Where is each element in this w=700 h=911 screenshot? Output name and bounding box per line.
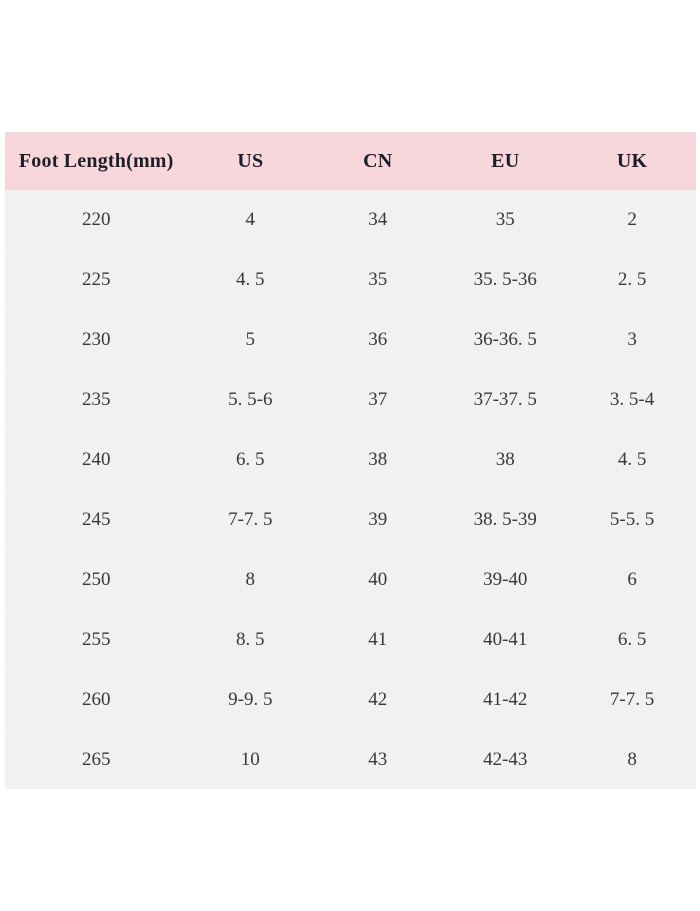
table-cell: 250	[5, 549, 188, 610]
table-cell: 6	[568, 549, 696, 610]
table-cell: 41-42	[442, 669, 569, 730]
table-cell: 4	[187, 190, 314, 250]
table-cell: 38. 5-39	[442, 489, 569, 550]
table-cell: 230	[5, 309, 188, 370]
table-cell: 7-7. 5	[187, 489, 314, 550]
table-row: 255 8. 5 41 40-41 6. 5	[5, 609, 696, 670]
table-cell: 6. 5	[568, 609, 696, 670]
table-row: 245 7-7. 5 39 38. 5-39 5-5. 5	[5, 489, 696, 550]
table-cell: 41	[313, 609, 443, 670]
table-cell: 35	[442, 190, 569, 250]
table-cell: 37	[313, 369, 443, 430]
size-conversion-table: Foot Length(mm) US CN EU UK 220 4 34 35 2 225…	[5, 132, 696, 789]
table-cell: 39	[313, 489, 443, 550]
table-cell: 35. 5-36	[442, 249, 569, 310]
table-row: 240 6. 5 38 38 4. 5	[5, 429, 696, 490]
table-cell: 42	[313, 669, 443, 730]
table-cell: 240	[5, 429, 188, 490]
table-cell: 35	[313, 249, 443, 310]
table-row: 250 8 40 39-40 6	[5, 549, 696, 610]
table-cell: 9-9. 5	[187, 669, 314, 730]
table-cell: 34	[313, 190, 443, 250]
table-cell: 4. 5	[568, 429, 696, 490]
table-cell: 5-5. 5	[568, 489, 696, 550]
table-cell: 225	[5, 249, 188, 310]
table-cell: 42-43	[442, 729, 569, 789]
table-cell: 265	[5, 729, 188, 789]
table-header-row: Foot Length(mm) US CN EU UK	[5, 132, 696, 190]
table-cell: 3. 5-4	[568, 369, 696, 430]
table-cell: 10	[187, 729, 314, 789]
table-row: 260 9-9. 5 42 41-42 7-7. 5	[5, 669, 696, 730]
table-cell: 36-36. 5	[442, 309, 569, 370]
table-cell: 255	[5, 609, 188, 670]
table-cell: 8	[187, 549, 314, 610]
table-cell: 7-7. 5	[568, 669, 696, 730]
size-table-body: 220 4 34 35 2 225 4. 5 35 35. 5-36 2. 5 230 5 36 36-3…	[5, 190, 696, 789]
table-cell: 43	[313, 729, 443, 789]
table-cell: 8	[568, 729, 696, 789]
table-cell: 5	[187, 309, 314, 370]
table-cell: 6. 5	[187, 429, 314, 490]
column-header-foot-length: Foot Length(mm)	[5, 132, 188, 190]
table-cell: 36	[313, 309, 443, 370]
table-cell: 5. 5-6	[187, 369, 314, 430]
column-header-cn: CN	[313, 132, 443, 190]
column-header-eu: EU	[442, 132, 569, 190]
table-row: 225 4. 5 35 35. 5-36 2. 5	[5, 249, 696, 310]
table-cell: 3	[568, 309, 696, 370]
table-row: 265 10 43 42-43 8	[5, 729, 696, 789]
table-cell: 40	[313, 549, 443, 610]
table-cell: 235	[5, 369, 188, 430]
column-header-us: US	[187, 132, 314, 190]
table-cell: 2. 5	[568, 249, 696, 310]
table-row: 220 4 34 35 2	[5, 190, 696, 250]
table-row: 235 5. 5-6 37 37-37. 5 3. 5-4	[5, 369, 696, 430]
column-header-uk: UK	[568, 132, 696, 190]
table-cell: 8. 5	[187, 609, 314, 670]
table-cell: 2	[568, 190, 696, 250]
table-cell: 220	[5, 190, 188, 250]
table-cell: 260	[5, 669, 188, 730]
table-cell: 39-40	[442, 549, 569, 610]
table-cell: 38	[313, 429, 443, 490]
table-cell: 37-37. 5	[442, 369, 569, 430]
table-cell: 4. 5	[187, 249, 314, 310]
table-cell: 40-41	[442, 609, 569, 670]
table-cell: 38	[442, 429, 569, 490]
table-cell: 245	[5, 489, 188, 550]
